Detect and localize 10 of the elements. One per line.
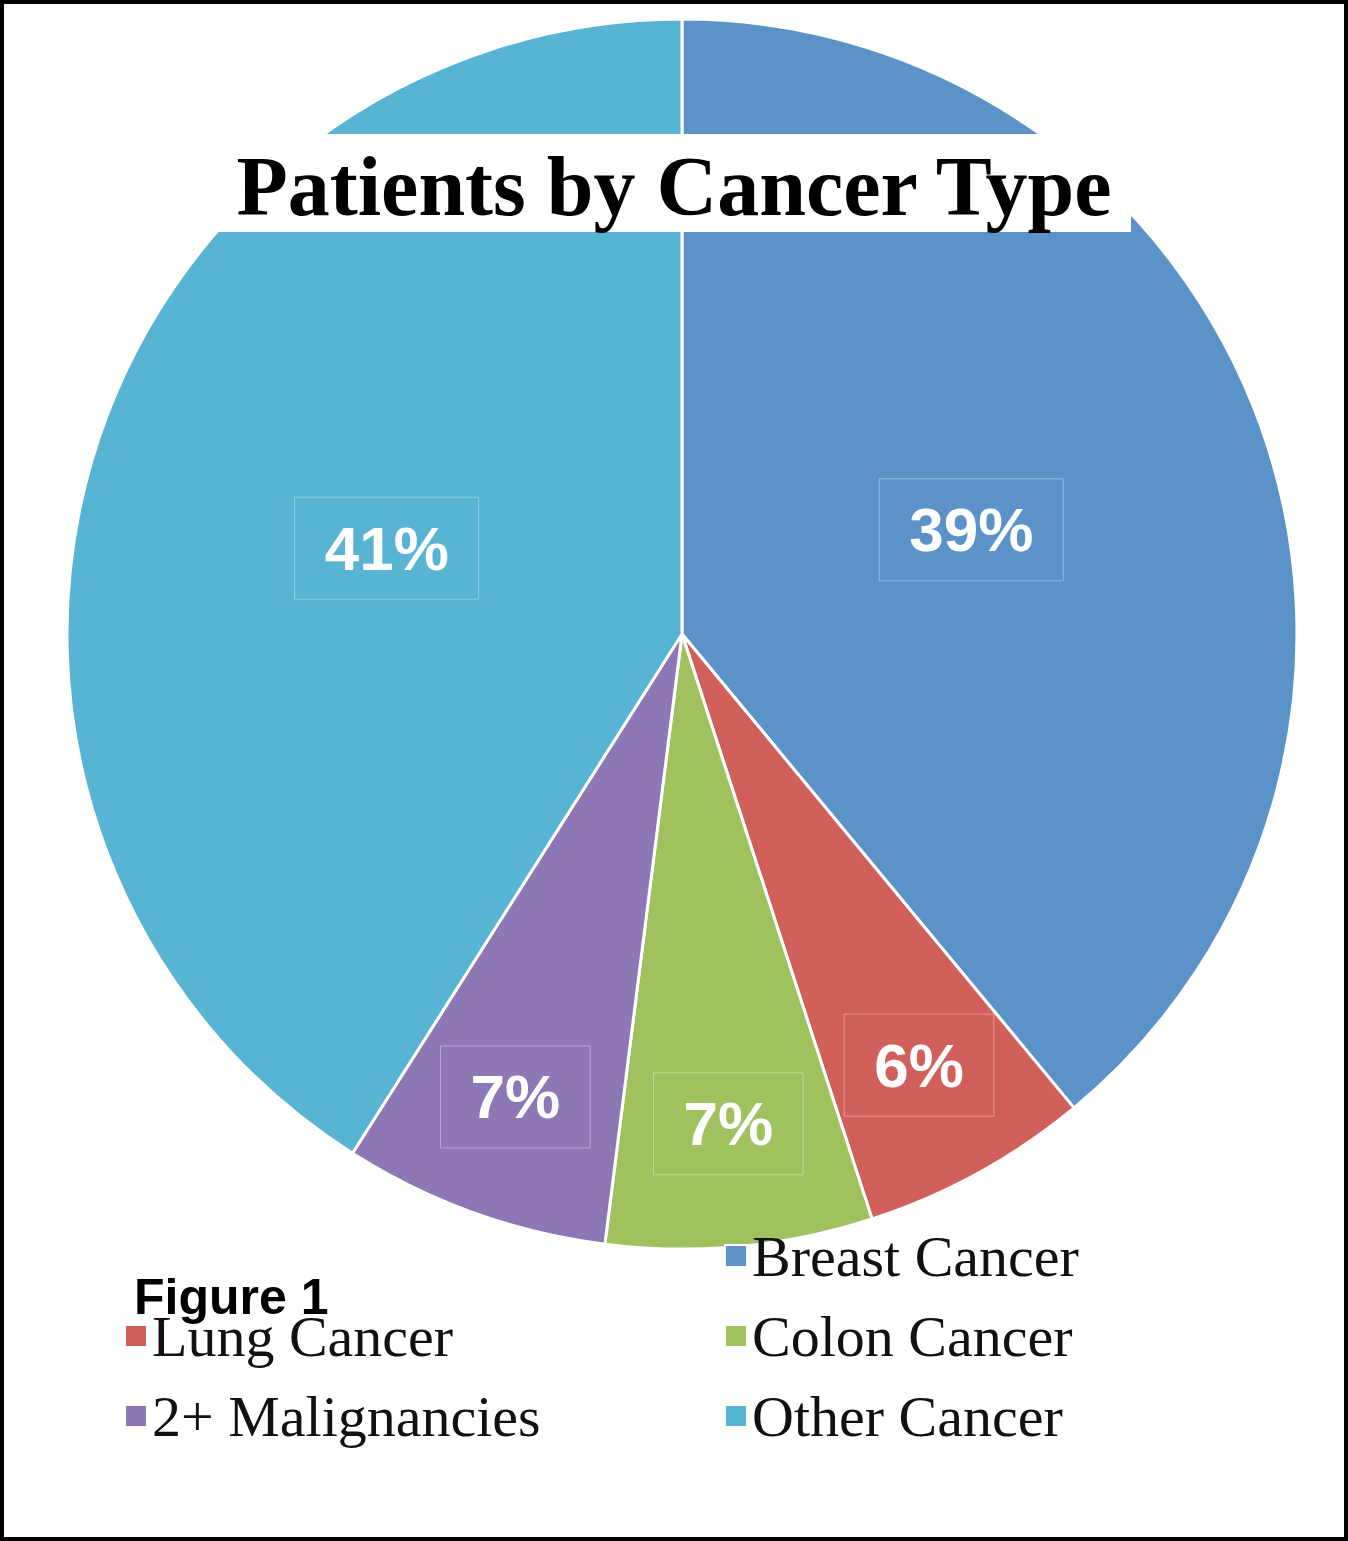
legend-label: Breast Cancer: [752, 1223, 1079, 1289]
legend-label: 2+ Malignancies: [152, 1383, 541, 1449]
data-label: 7%: [470, 1062, 561, 1132]
data-label: 39%: [909, 495, 1034, 565]
data-label: 41%: [324, 513, 449, 583]
legend-label: Colon Cancer: [752, 1303, 1073, 1369]
legend-label: Other Cancer: [752, 1383, 1063, 1449]
text: Patients by Cancer Type: [236, 139, 1112, 233]
data-label: 6%: [874, 1030, 964, 1100]
data-label: 7%: [683, 1089, 774, 1159]
